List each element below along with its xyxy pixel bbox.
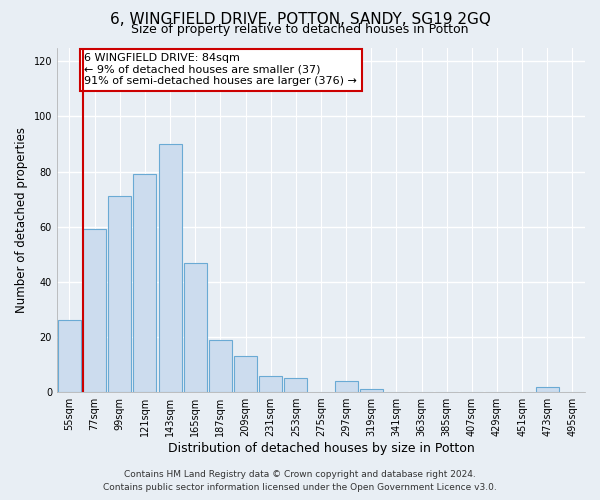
Text: 6, WINGFIELD DRIVE, POTTON, SANDY, SG19 2GQ: 6, WINGFIELD DRIVE, POTTON, SANDY, SG19 … — [110, 12, 490, 28]
Text: Size of property relative to detached houses in Potton: Size of property relative to detached ho… — [131, 22, 469, 36]
X-axis label: Distribution of detached houses by size in Potton: Distribution of detached houses by size … — [167, 442, 475, 455]
Bar — [359, 390, 383, 392]
Bar — [158, 144, 182, 392]
Text: Contains HM Land Registry data © Crown copyright and database right 2024.
Contai: Contains HM Land Registry data © Crown c… — [103, 470, 497, 492]
Bar — [209, 340, 232, 392]
Text: 6 WINGFIELD DRIVE: 84sqm
← 9% of detached houses are smaller (37)
91% of semi-de: 6 WINGFIELD DRIVE: 84sqm ← 9% of detache… — [85, 53, 357, 86]
Bar — [133, 174, 157, 392]
Bar — [284, 378, 307, 392]
Bar — [259, 376, 282, 392]
Bar — [234, 356, 257, 392]
Bar — [184, 262, 207, 392]
Bar — [83, 230, 106, 392]
Y-axis label: Number of detached properties: Number of detached properties — [15, 127, 28, 313]
Bar — [58, 320, 81, 392]
Bar — [335, 381, 358, 392]
Bar — [536, 386, 559, 392]
Bar — [108, 196, 131, 392]
